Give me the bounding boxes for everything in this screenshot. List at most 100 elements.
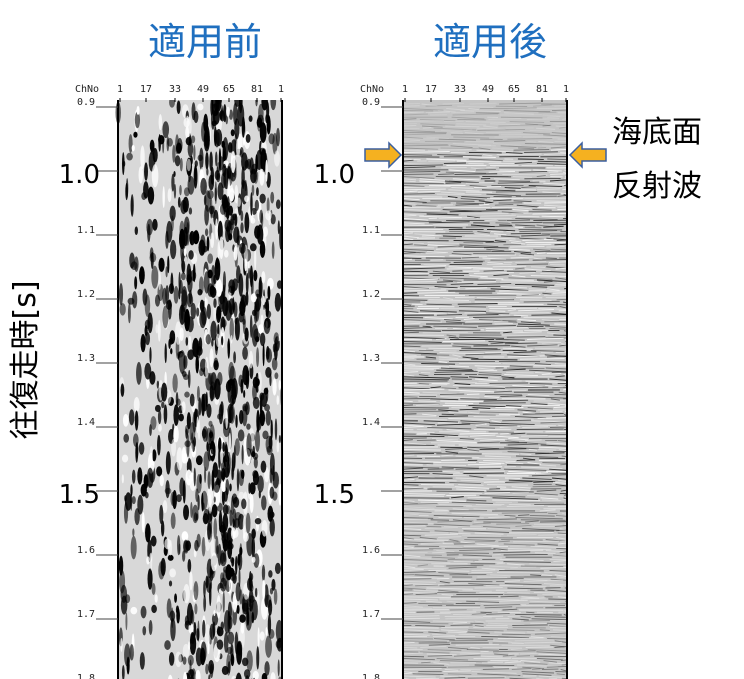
seismic-trace	[215, 181, 217, 204]
time-label: 1.6	[77, 545, 95, 556]
seismic-event	[441, 460, 465, 461]
seismic-event	[425, 141, 464, 142]
seismic-trace	[222, 524, 225, 533]
seismic-trace	[150, 416, 156, 430]
seismic-trace	[132, 528, 134, 536]
seismic-trace	[192, 505, 198, 523]
seismic-event	[502, 174, 547, 175]
seismic-trace	[211, 448, 215, 455]
seismic-trace	[214, 496, 216, 502]
seismic-event	[417, 440, 436, 441]
seismic-trace	[275, 563, 281, 574]
seismic-trace	[176, 392, 179, 406]
seismic-event	[431, 260, 443, 261]
seismic-trace	[205, 228, 208, 236]
seismic-trace	[231, 466, 234, 480]
seismic-trace	[225, 564, 231, 580]
channel-label: 1	[563, 84, 569, 95]
time-label: 0.9	[77, 97, 95, 108]
seismic-trace	[256, 187, 259, 196]
seismic-trace	[212, 504, 218, 517]
seismic-trace	[257, 115, 264, 127]
seismic-trace	[168, 555, 174, 561]
seismic-trace	[140, 334, 145, 352]
seismic-event	[412, 304, 423, 305]
seismic-event	[459, 388, 505, 389]
seismic-trace	[193, 412, 197, 433]
seismic-trace	[204, 130, 210, 152]
seismic-event	[403, 125, 416, 126]
seismic-trace	[269, 133, 275, 144]
seismic-trace	[239, 589, 242, 604]
seismic-event	[454, 262, 483, 263]
seismic-trace	[220, 550, 224, 564]
seismic-event	[403, 394, 437, 395]
seismic-trace	[171, 513, 176, 529]
seismic-trace	[241, 499, 246, 510]
seismic-trace	[188, 176, 195, 195]
seismic-trace	[215, 129, 222, 146]
seismic-trace	[227, 647, 233, 654]
channel-label: 1	[278, 84, 284, 95]
seismic-trace	[248, 268, 250, 279]
major-time-label: 1.5	[59, 480, 100, 510]
seismic-trace	[246, 433, 251, 457]
seismic-trace	[121, 383, 125, 396]
seismic-trace	[164, 640, 171, 650]
seismic-trace	[179, 280, 183, 294]
seismic-event	[453, 623, 467, 624]
seismic-trace	[238, 492, 244, 500]
seismic-trace	[232, 297, 234, 312]
seismic-event	[507, 337, 546, 338]
seismic-trace	[187, 117, 192, 137]
seismic-trace	[158, 561, 164, 579]
seismic-trace	[130, 644, 134, 660]
seismic-trace	[255, 298, 260, 321]
seismic-trace	[265, 298, 269, 317]
seismic-trace	[174, 286, 179, 304]
seismic-event	[553, 293, 567, 294]
seismic-trace	[206, 442, 208, 452]
seismic-event	[524, 620, 550, 621]
seismic-event	[403, 145, 449, 146]
seismic-trace	[222, 319, 227, 327]
seismic-trace	[237, 605, 240, 614]
seismic-trace	[151, 536, 157, 547]
seismic-trace	[147, 312, 152, 333]
seismic-trace	[240, 147, 244, 158]
channel-label: 65	[223, 84, 235, 95]
seismic-trace	[187, 559, 191, 573]
channel-label: 49	[197, 84, 209, 95]
seismic-trace	[220, 448, 223, 463]
seismic-event	[501, 596, 519, 597]
seismic-event	[458, 304, 498, 305]
seismic-trace	[213, 610, 215, 616]
seismic-trace	[167, 138, 173, 147]
seismic-trace	[247, 578, 253, 591]
seismic-trace	[198, 419, 200, 440]
seismic-event	[403, 370, 434, 371]
seismic-trace	[204, 205, 209, 226]
seismic-event	[440, 148, 478, 149]
seismic-event	[459, 306, 486, 307]
seismic-trace	[158, 410, 161, 424]
seismic-trace	[207, 304, 211, 319]
channel-label: 65	[508, 84, 520, 95]
seismic-event	[467, 537, 513, 538]
seismic-trace	[246, 134, 251, 143]
seismic-trace	[211, 552, 217, 571]
seismic-trace	[184, 248, 187, 257]
seismic-trace	[222, 297, 228, 317]
seismic-trace	[152, 219, 157, 231]
channel-label: 1	[402, 84, 408, 95]
seismic-trace	[122, 455, 128, 463]
y-axis-label: 往復走時[s]	[8, 280, 43, 439]
seismic-trace	[270, 487, 275, 499]
annotation: 反射波	[612, 169, 702, 204]
seismic-trace	[231, 378, 238, 399]
seismic-trace	[266, 346, 269, 360]
seismic-trace	[264, 388, 269, 395]
seismic-event	[504, 554, 548, 555]
seismic-event	[547, 159, 567, 160]
seismic-trace	[216, 334, 220, 347]
